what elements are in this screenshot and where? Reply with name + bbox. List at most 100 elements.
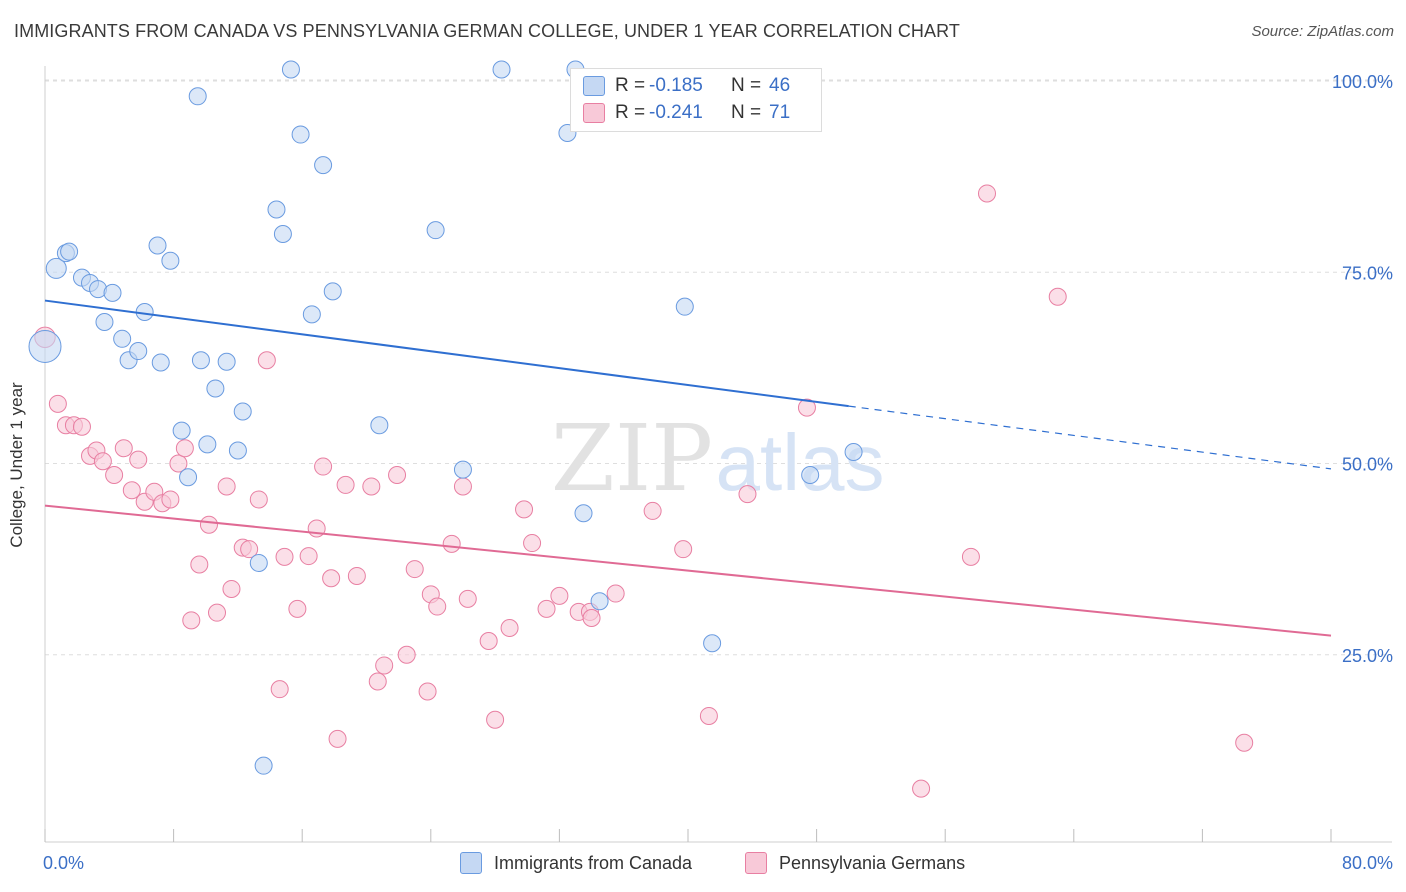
point-immigrants-from-canada: [267, 200, 286, 219]
y-tick-label: 25.0%: [1342, 646, 1393, 666]
point-immigrants-from-canada: [129, 342, 148, 361]
point-pennsylvania-germans: [1235, 733, 1254, 752]
axes: [44, 66, 1392, 843]
legend-swatch-pagerman: [745, 852, 767, 874]
point-pennsylvania-germans: [240, 540, 259, 559]
point-pennsylvania-germans: [486, 710, 505, 729]
legend-row-canada: R = -0.185 N = 46: [583, 74, 790, 98]
watermark: ZIP atlas: [551, 405, 885, 512]
point-pennsylvania-germans: [500, 618, 519, 637]
point-pennsylvania-germans: [105, 465, 124, 484]
legend-n-value: 46: [769, 75, 791, 96]
point-pennsylvania-germans: [418, 682, 437, 701]
point-pennsylvania-germans: [48, 394, 67, 413]
point-immigrants-from-canada: [148, 236, 167, 255]
point-immigrants-from-canada: [103, 283, 122, 302]
legend-r-value: -0.241: [649, 102, 703, 123]
point-immigrants-from-canada: [574, 504, 593, 523]
series-pennsylvania-germans: [34, 184, 1254, 798]
point-pennsylvania-germans: [912, 779, 931, 798]
x-tick-labels: 0.0% 80.0%: [43, 853, 1393, 873]
point-immigrants-from-canada: [228, 441, 247, 460]
point-pennsylvania-germans: [190, 555, 209, 574]
point-pennsylvania-germans: [550, 586, 569, 605]
point-pennsylvania-germans: [217, 477, 236, 496]
point-immigrants-from-canada: [291, 125, 310, 144]
point-pennsylvania-germans: [336, 475, 355, 494]
point-pennsylvania-germans: [738, 485, 757, 504]
trend-line-canada-extension: [848, 405, 1332, 470]
point-pennsylvania-germans: [72, 417, 91, 436]
point-immigrants-from-canada: [191, 351, 210, 370]
point-immigrants-from-canada: [60, 242, 79, 261]
point-pennsylvania-germans: [208, 603, 227, 622]
point-pennsylvania-germans: [375, 656, 394, 675]
point-pennsylvania-germans: [523, 534, 542, 553]
point-pennsylvania-germans: [199, 515, 218, 534]
point-pennsylvania-germans: [428, 597, 447, 616]
point-immigrants-from-canada: [801, 465, 820, 484]
y-tick-label: 50.0%: [1342, 455, 1393, 475]
point-immigrants-from-canada: [249, 553, 268, 572]
point-immigrants-from-canada: [95, 312, 114, 331]
legend-r-label: R =: [615, 102, 646, 123]
legend-swatch-canada: [583, 76, 605, 96]
point-pennsylvania-germans: [288, 599, 307, 618]
point-immigrants-from-canada: [28, 329, 62, 363]
point-immigrants-from-canada: [675, 297, 694, 316]
point-immigrants-from-canada: [45, 257, 67, 279]
point-pennsylvania-germans: [643, 501, 662, 520]
point-pennsylvania-germans: [270, 680, 289, 699]
point-pennsylvania-germans: [537, 599, 556, 618]
y-tick-label: 100.0%: [1332, 72, 1393, 92]
point-pennsylvania-germans: [606, 584, 625, 603]
point-pennsylvania-germans: [169, 454, 188, 473]
point-pennsylvania-germans: [257, 351, 276, 370]
point-pennsylvania-germans: [397, 645, 416, 664]
series-immigrants-from-canada: [28, 60, 863, 775]
point-immigrants-from-canada: [370, 416, 389, 435]
point-pennsylvania-germans: [114, 439, 133, 458]
point-immigrants-from-canada: [281, 60, 300, 79]
point-pennsylvania-germans: [129, 450, 148, 469]
point-pennsylvania-germans: [405, 560, 424, 579]
point-pennsylvania-germans: [961, 547, 980, 566]
point-immigrants-from-canada: [590, 592, 609, 611]
point-immigrants-from-canada: [113, 329, 132, 348]
point-immigrants-from-canada: [217, 352, 236, 371]
point-pennsylvania-germans: [582, 609, 601, 628]
point-pennsylvania-germans: [322, 569, 341, 588]
point-pennsylvania-germans: [458, 589, 477, 608]
point-immigrants-from-canada: [198, 435, 217, 454]
legend-item-pagerman[interactable]: Pennsylvania Germans: [745, 852, 965, 874]
point-pennsylvania-germans: [362, 477, 381, 496]
x-tick-label: 0.0%: [43, 853, 84, 873]
point-pennsylvania-germans: [388, 465, 407, 484]
point-pennsylvania-germans: [161, 490, 180, 509]
watermark-zip: ZIP: [551, 405, 713, 512]
point-pennsylvania-germans: [699, 706, 718, 725]
point-pennsylvania-germans: [347, 566, 366, 585]
correlation-legend: R = -0.185 N = 46 R = -0.241 N = 71: [570, 68, 822, 132]
point-pennsylvania-germans: [299, 547, 318, 566]
legend-item-canada[interactable]: Immigrants from Canada: [460, 852, 692, 874]
point-pennsylvania-germans: [1048, 287, 1067, 306]
point-pennsylvania-germans: [93, 452, 112, 471]
y-tick-labels: 25.0% 50.0% 75.0% 100.0%: [1332, 72, 1393, 666]
point-immigrants-from-canada: [426, 221, 445, 240]
point-pennsylvania-germans: [314, 457, 333, 476]
legend-r-label: R =: [615, 75, 646, 96]
point-immigrants-from-canada: [453, 460, 472, 479]
point-immigrants-from-canada: [254, 756, 273, 775]
point-immigrants-from-canada: [172, 421, 191, 440]
legend-n-label: N =: [731, 102, 762, 123]
legend-label-canada: Immigrants from Canada: [494, 852, 693, 873]
point-pennsylvania-germans: [674, 540, 693, 559]
point-immigrants-from-canada: [273, 225, 292, 243]
trend-line-pagerman: [44, 504, 1332, 637]
point-immigrants-from-canada: [151, 353, 170, 372]
legend-row-pagerman: R = -0.241 N = 71: [583, 101, 790, 125]
point-immigrants-from-canada: [188, 87, 207, 106]
point-immigrants-from-canada: [161, 251, 180, 270]
